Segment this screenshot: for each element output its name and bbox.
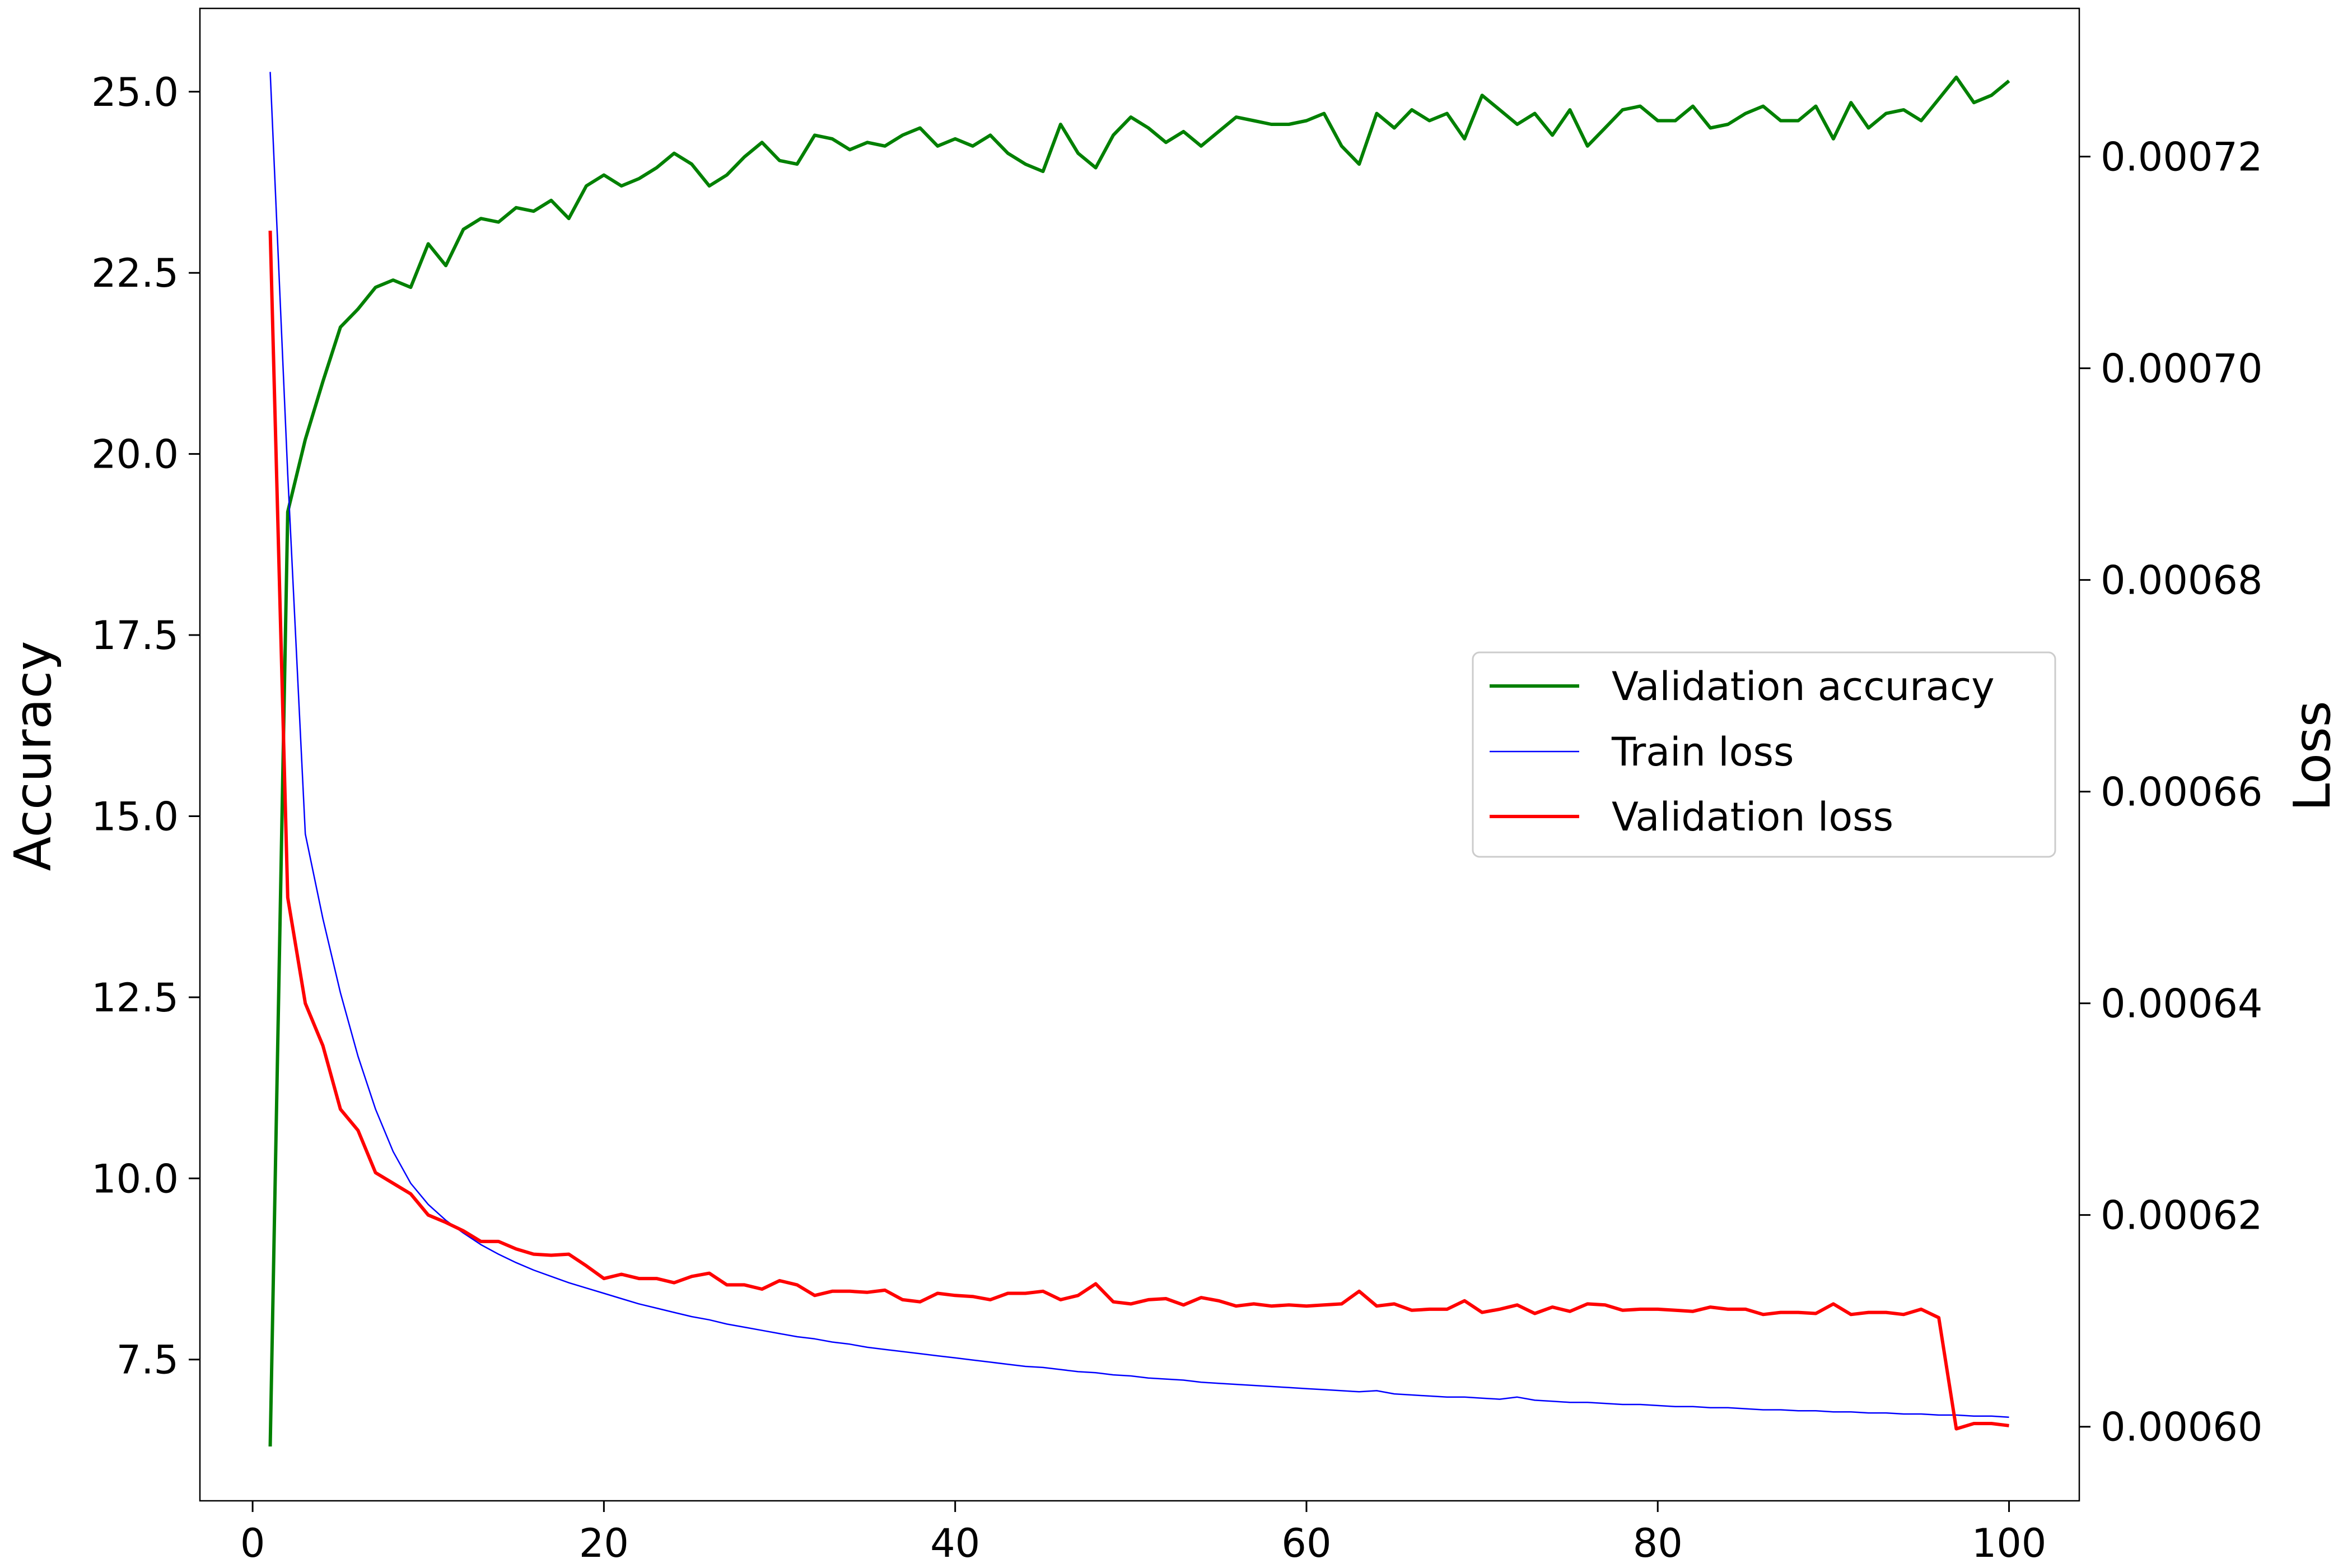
right-axis-title: Loss [2283, 701, 2342, 811]
series-line-validation-loss [268, 230, 2009, 1431]
right-tick-label: 0.00068 [2101, 558, 2262, 604]
x-tick-label: 0 [240, 1520, 265, 1566]
x-tick-label: 100 [1972, 1520, 2047, 1566]
legend: Validation accuracy Train loss Validatio… [1472, 651, 2056, 858]
left-tick-label: 17.5 [91, 613, 179, 659]
left-axis-ticks: 7.5 10.0 12.5 15.0 17.5 20.0 22.5 25.0 [91, 69, 200, 1383]
left-tick-label: 20.0 [91, 432, 179, 478]
x-tick-label: 40 [930, 1520, 980, 1566]
series-layer [268, 72, 2010, 1447]
series-line-train-loss [269, 72, 2009, 1418]
x-tick-label: 80 [1633, 1520, 1683, 1566]
right-tick-label: 0.00062 [2101, 1193, 2262, 1239]
x-axis-ticks: 0 20 40 60 80 100 [240, 1501, 2047, 1566]
legend-label-validation-accuracy: Validation accuracy [1612, 664, 1995, 710]
plot-frame [199, 7, 2080, 1502]
legend-label-train-loss: Train loss [1611, 729, 1794, 775]
right-tick-label: 0.00070 [2101, 346, 2262, 392]
right-axis-ticks: 0.00060 0.00062 0.00064 0.00066 0.00068 0.000… [2079, 134, 2262, 1450]
legend-label-validation-loss: Validation loss [1612, 794, 1893, 840]
legend-box [1472, 651, 2056, 858]
right-tick-label: 0.00066 [2101, 769, 2262, 815]
series-line-validation-accuracy [268, 75, 2010, 1447]
left-tick-label: 22.5 [91, 250, 179, 296]
right-tick-label: 0.00064 [2101, 981, 2262, 1027]
left-tick-label: 25.0 [91, 69, 179, 115]
x-tick-label: 60 [1281, 1520, 1331, 1566]
left-tick-label: 10.0 [91, 1156, 179, 1202]
left-tick-label: 15.0 [91, 794, 179, 839]
left-axis-title: Accuracy [4, 641, 63, 871]
x-tick-label: 20 [579, 1520, 629, 1566]
right-tick-label: 0.00060 [2101, 1404, 2262, 1450]
left-tick-label: 12.5 [91, 975, 179, 1021]
left-tick-label: 7.5 [116, 1337, 179, 1383]
right-tick-label: 0.00072 [2101, 134, 2262, 180]
